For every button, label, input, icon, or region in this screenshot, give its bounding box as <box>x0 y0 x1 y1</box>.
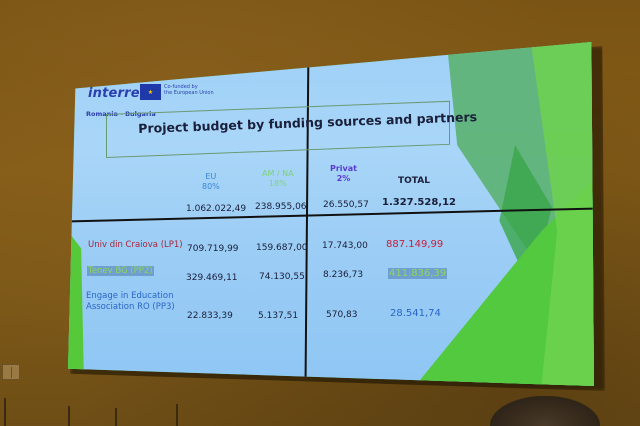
grand-total: 1.327.528,12 <box>382 197 457 208</box>
partner-privat: 8.236,73 <box>323 270 364 280</box>
flag-stand <box>176 404 178 426</box>
slide-decor-shape <box>68 231 84 373</box>
column-share: 2% <box>336 174 351 183</box>
column-header-total: TOTAL <box>398 176 430 186</box>
partner-name-line1: Engage in Education <box>86 291 174 301</box>
interreg-logo: interreg <box>88 86 150 101</box>
partner-eu: 22.833,39 <box>187 311 233 321</box>
total-eu: 1.062.022,49 <box>186 204 247 214</box>
partner-total: 411.836,39 <box>388 268 448 279</box>
cofunded-line1: Co-funded by <box>164 84 198 90</box>
flag-stand <box>115 408 117 426</box>
column-label: AM / NA <box>262 169 294 178</box>
column-header-am-na: AM / NA 18% <box>262 169 294 189</box>
column-header-eu: EU 80% <box>202 172 220 192</box>
column-label: Privat <box>330 164 357 173</box>
column-share: 18% <box>268 179 287 188</box>
region-label: Romania - Bulgaria <box>86 110 156 118</box>
partner-eu: 329.469,11 <box>186 273 238 283</box>
partner-am-na: 5.137,51 <box>258 311 299 321</box>
column-header-privat: Privat 2% <box>330 164 357 184</box>
eu-flag-icon: ★ <box>140 84 161 100</box>
partner-name-pp2: Tenev BG (PP2) <box>87 266 154 276</box>
partner-name-pp3: Engage in Education Association RO (PP3) <box>86 291 175 313</box>
column-label: EU <box>205 172 217 181</box>
partner-privat: 17.743,00 <box>322 241 368 251</box>
total-am-na: 238.955,06 <box>255 202 307 212</box>
flag-stand <box>68 406 70 426</box>
partner-total: 887.149,99 <box>386 239 444 250</box>
partner-privat: 570,83 <box>326 310 358 320</box>
flag-stand <box>4 398 6 426</box>
audience-member-head <box>490 396 600 426</box>
cofunded-line2: the European Union <box>164 90 214 96</box>
light-switch <box>2 364 20 380</box>
partner-eu: 709.719,99 <box>187 244 239 254</box>
partner-am-na: 159.687,00 <box>256 243 308 253</box>
cofunded-label: Co-funded by the European Union <box>164 84 214 96</box>
partner-am-na: 74.130,55 <box>259 272 305 282</box>
total-privat: 26.550,57 <box>323 200 369 210</box>
column-share: 80% <box>202 182 220 191</box>
partner-total: 28.541,74 <box>390 308 441 319</box>
partner-name-lp1: Univ din Craiova (LP1) <box>88 240 183 250</box>
partner-name-line2: Association RO (PP3) <box>86 302 175 312</box>
